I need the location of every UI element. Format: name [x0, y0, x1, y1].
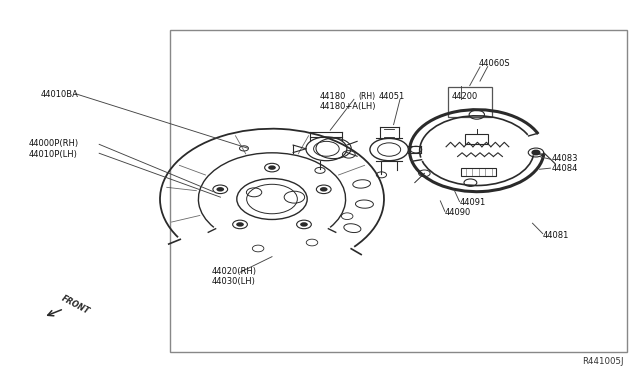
Bar	[461, 169, 496, 176]
Text: 44020(RH): 44020(RH)	[211, 267, 256, 276]
Text: 44090: 44090	[445, 208, 471, 217]
Text: 44180+A(LH): 44180+A(LH)	[320, 102, 376, 111]
Text: 44010BA: 44010BA	[40, 90, 78, 99]
Text: 44010P(LH): 44010P(LH)	[29, 150, 77, 159]
Circle shape	[216, 187, 224, 192]
Circle shape	[320, 187, 328, 192]
Text: 44084: 44084	[552, 164, 578, 173]
Circle shape	[532, 150, 540, 155]
Text: FRONT: FRONT	[60, 294, 91, 316]
Circle shape	[268, 166, 276, 170]
Circle shape	[300, 222, 308, 227]
Text: 44091: 44091	[460, 198, 486, 207]
Circle shape	[236, 222, 244, 227]
Bar	[465, 134, 488, 144]
Text: 44051: 44051	[379, 92, 405, 101]
Text: 44030(LH): 44030(LH)	[211, 278, 255, 286]
Text: (RH): (RH)	[358, 92, 376, 101]
Text: R441005J: R441005J	[582, 357, 624, 366]
Text: 44083: 44083	[552, 154, 578, 163]
Text: 44200: 44200	[452, 92, 478, 101]
Bar	[448, 87, 492, 117]
Text: 44000P(RH): 44000P(RH)	[29, 139, 79, 148]
Text: 44081: 44081	[543, 231, 569, 240]
Bar	[170, 30, 627, 352]
Text: 44060S: 44060S	[479, 60, 510, 68]
Text: 44180: 44180	[320, 92, 346, 101]
